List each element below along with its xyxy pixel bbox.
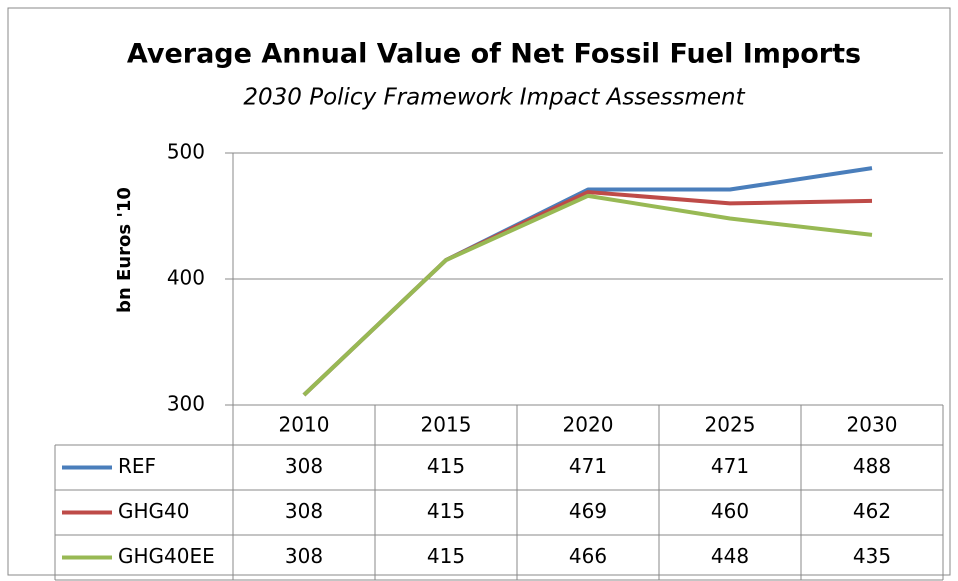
y-tick-label: 300 [167,392,205,416]
x-tick-label: 2025 [705,413,756,437]
table-value: 308 [285,454,323,478]
chart-title: Average Annual Value of Net Fossil Fuel … [127,39,861,70]
table-value: 471 [711,454,749,478]
legend-label: GHG40EE [118,544,215,568]
legend-label: GHG40 [118,499,189,523]
y-axis-label: bn Euros '10 [114,187,135,313]
y-tick-label: 400 [167,266,205,290]
table-value: 469 [569,499,607,523]
legend-label: REF [118,454,156,478]
x-tick-label: 2020 [563,413,614,437]
x-tick-label: 2015 [421,413,472,437]
table-value: 488 [853,454,891,478]
table-value: 460 [711,499,749,523]
table-value: 471 [569,454,607,478]
x-tick-label: 2030 [847,413,898,437]
chart-subtitle: 2030 Policy Framework Impact Assessment [243,85,745,111]
table-value: 435 [853,544,891,568]
table-value: 308 [285,544,323,568]
table-value: 308 [285,499,323,523]
series-line [302,193,873,397]
table-value: 415 [427,499,465,523]
table-value: 462 [853,499,891,523]
x-tick-label: 2010 [279,413,330,437]
table-value: 415 [427,544,465,568]
table-value: 448 [711,544,749,568]
y-tick-label: 500 [167,140,205,164]
table-value: 466 [569,544,607,568]
chart-border [7,7,951,576]
table-value: 415 [427,454,465,478]
